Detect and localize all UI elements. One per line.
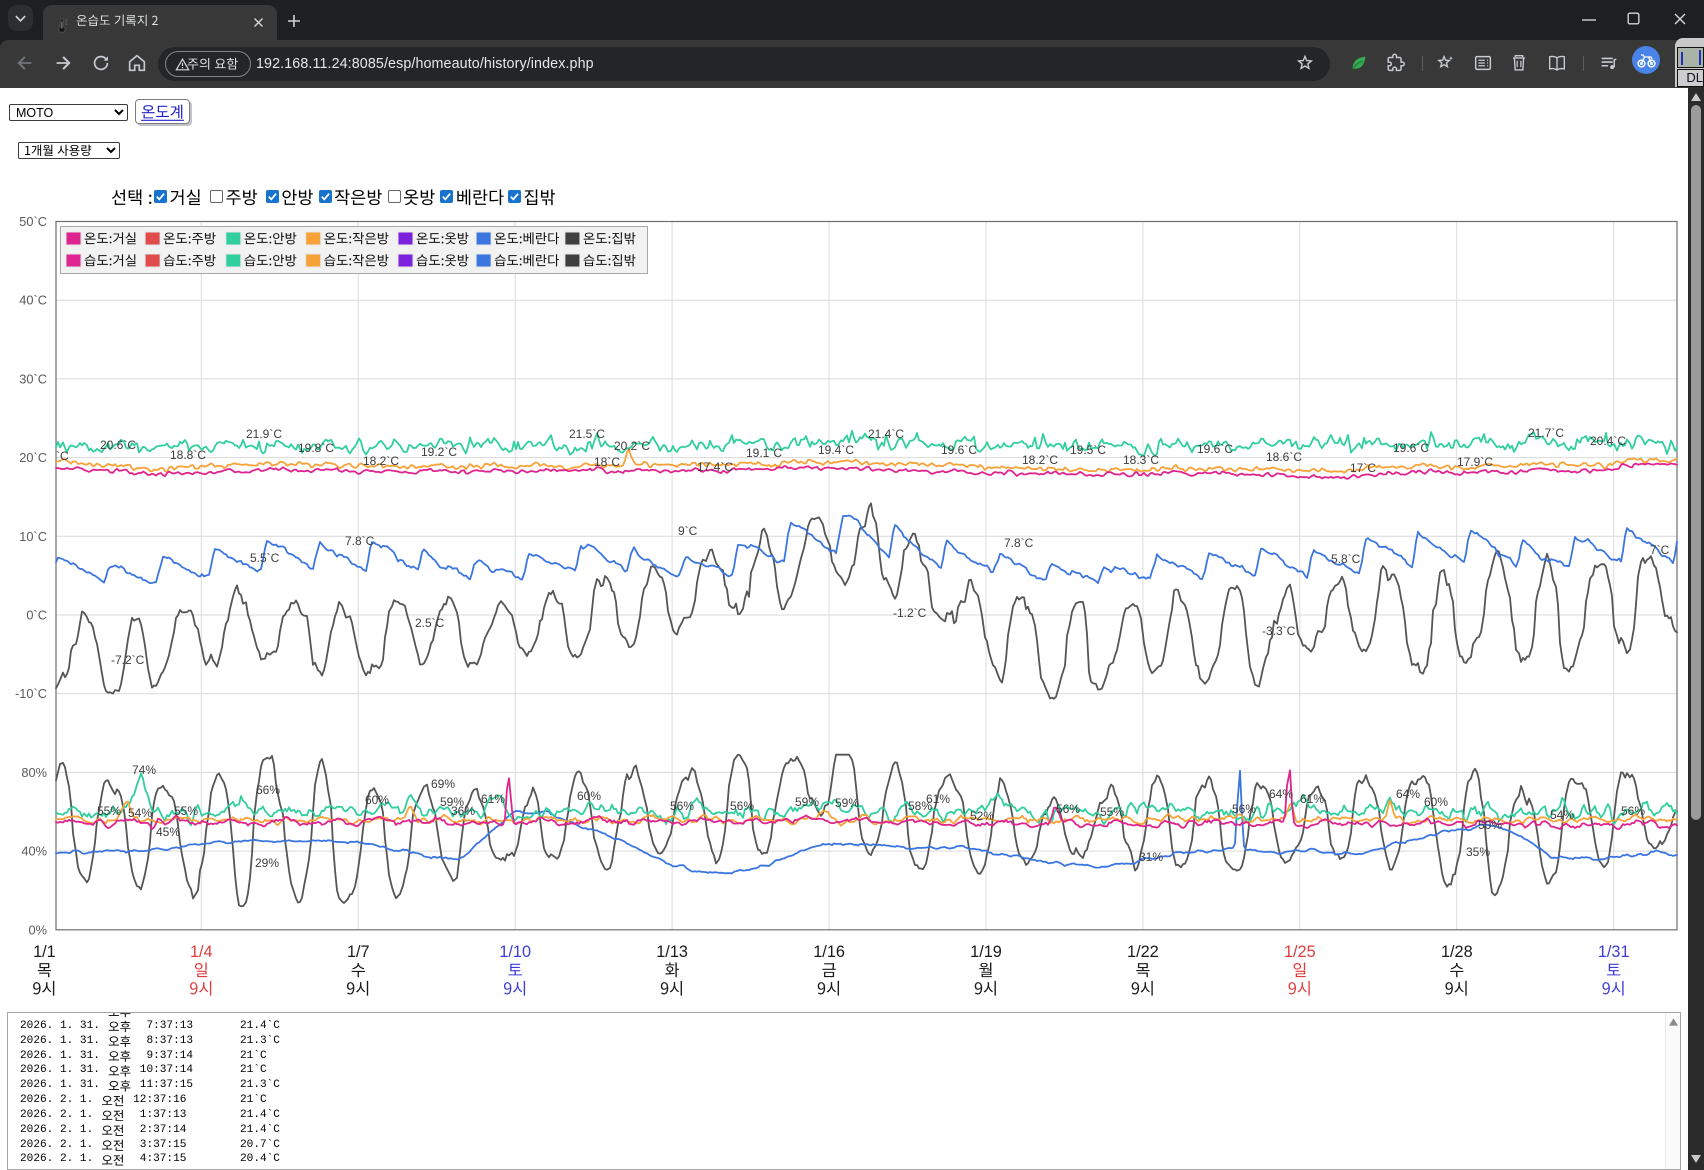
svg-text:19.2`C: 19.2`C xyxy=(421,445,457,459)
svg-text:58%: 58% xyxy=(908,799,932,813)
svg-text:19.8`C: 19.8`C xyxy=(298,441,334,455)
svg-text:64%: 64% xyxy=(1396,787,1420,801)
svg-text:18.2`C: 18.2`C xyxy=(1022,453,1058,467)
svg-text:19.6`C: 19.6`C xyxy=(1197,442,1233,456)
svg-text:2.5`C: 2.5`C xyxy=(415,616,445,630)
svg-text:20.2`C: 20.2`C xyxy=(614,439,650,453)
svg-text:55%: 55% xyxy=(1100,805,1124,819)
svg-text:60%: 60% xyxy=(365,793,389,807)
svg-text:0%: 0% xyxy=(29,922,48,937)
svg-text:66%: 66% xyxy=(256,783,280,797)
svg-text:50`C: 50`C xyxy=(19,214,47,229)
svg-text:50%: 50% xyxy=(1478,818,1502,832)
svg-text:7.8`C: 7.8`C xyxy=(345,534,375,548)
svg-text:10`C: 10`C xyxy=(19,529,47,544)
svg-text:-7.2`C: -7.2`C xyxy=(111,653,145,667)
svg-text:1/16: 1/16 xyxy=(813,943,845,961)
svg-text:0`C: 0`C xyxy=(26,608,47,623)
svg-text:55%: 55% xyxy=(174,804,198,818)
svg-text:59%: 59% xyxy=(440,795,464,809)
svg-text:59%: 59% xyxy=(795,795,819,809)
svg-text:18.2`C: 18.2`C xyxy=(363,454,399,468)
svg-text:60%: 60% xyxy=(577,789,601,803)
svg-text:17.4`C: 17.4`C xyxy=(697,460,733,474)
svg-text:18.8`C: 18.8`C xyxy=(170,448,206,462)
svg-text:56%: 56% xyxy=(670,799,694,813)
svg-text:56%: 56% xyxy=(1056,802,1080,816)
svg-text:1/28: 1/28 xyxy=(1441,943,1473,961)
svg-text:19.5`C: 19.5`C xyxy=(1070,443,1106,457)
svg-text:1/22: 1/22 xyxy=(1127,943,1159,961)
svg-text:1/4: 1/4 xyxy=(190,943,213,961)
svg-text:31%: 31% xyxy=(1139,850,1163,864)
svg-text:1/7: 1/7 xyxy=(347,943,370,961)
svg-text:20.4`C: 20.4`C xyxy=(1590,434,1626,448)
svg-text:19.6`C: 19.6`C xyxy=(941,443,977,457)
svg-text:17.9`C: 17.9`C xyxy=(1457,455,1493,469)
svg-text:21.9`C: 21.9`C xyxy=(246,427,282,441)
svg-text:54%: 54% xyxy=(128,806,152,820)
svg-text:69%: 69% xyxy=(431,777,455,791)
svg-text:1/13: 1/13 xyxy=(656,943,688,961)
svg-text:1/25: 1/25 xyxy=(1284,943,1316,961)
svg-text:20`C: 20`C xyxy=(19,450,47,465)
svg-text:1/10: 1/10 xyxy=(499,943,531,961)
svg-text:74%: 74% xyxy=(132,763,156,777)
svg-text:59%: 59% xyxy=(835,796,859,810)
svg-text:9`C: 9`C xyxy=(678,524,698,538)
svg-text:61%: 61% xyxy=(1300,792,1324,806)
svg-text:5.8`C: 5.8`C xyxy=(1331,552,1361,566)
svg-text:55%: 55% xyxy=(97,804,121,818)
svg-text:7.8`C: 7.8`C xyxy=(1004,536,1034,550)
svg-text:`C: `C xyxy=(56,449,69,463)
svg-text:1/19: 1/19 xyxy=(970,943,1002,961)
svg-text:64%: 64% xyxy=(1269,787,1293,801)
svg-text:35%: 35% xyxy=(1466,845,1490,859)
svg-text:21.5`C: 21.5`C xyxy=(569,427,605,441)
svg-text:29%: 29% xyxy=(255,856,279,870)
svg-text:52%: 52% xyxy=(970,809,994,823)
svg-text:30`C: 30`C xyxy=(19,371,47,386)
svg-text:40%: 40% xyxy=(21,844,47,859)
svg-text:18`C: 18`C xyxy=(594,455,620,469)
svg-text:36%: 36% xyxy=(451,804,475,818)
svg-text:19.4`C: 19.4`C xyxy=(818,443,854,457)
svg-text:60%: 60% xyxy=(1424,795,1448,809)
svg-text:80%: 80% xyxy=(21,765,47,780)
svg-text:54%: 54% xyxy=(1550,808,1574,822)
svg-text:45%: 45% xyxy=(156,825,180,839)
svg-text:7`C: 7`C xyxy=(1650,543,1670,557)
svg-text:1/1: 1/1 xyxy=(33,943,56,961)
svg-text:-3.3`C: -3.3`C xyxy=(1262,624,1296,638)
svg-text:-10`C: -10`C xyxy=(15,686,47,701)
svg-text:18.6`C: 18.6`C xyxy=(1266,450,1302,464)
svg-text:21.4`C: 21.4`C xyxy=(868,427,904,441)
svg-text:61%: 61% xyxy=(481,792,505,806)
svg-text:-1.2`C: -1.2`C xyxy=(893,606,927,620)
svg-text:20.6`C: 20.6`C xyxy=(100,438,136,452)
svg-text:21.7`C: 21.7`C xyxy=(1528,426,1564,440)
svg-text:56%: 56% xyxy=(1621,804,1645,818)
svg-text:19.1`C: 19.1`C xyxy=(746,446,782,460)
svg-text:18.3`C: 18.3`C xyxy=(1123,453,1159,467)
svg-text:56%: 56% xyxy=(1232,802,1256,816)
svg-text:61%: 61% xyxy=(926,792,950,806)
svg-text:17`C: 17`C xyxy=(1350,461,1376,475)
svg-text:56%: 56% xyxy=(730,799,754,813)
svg-text:5.5`C: 5.5`C xyxy=(250,551,280,565)
svg-text:19.6`C: 19.6`C xyxy=(1393,441,1429,455)
svg-text:40`C: 40`C xyxy=(19,293,47,308)
svg-text:1/31: 1/31 xyxy=(1598,943,1630,961)
